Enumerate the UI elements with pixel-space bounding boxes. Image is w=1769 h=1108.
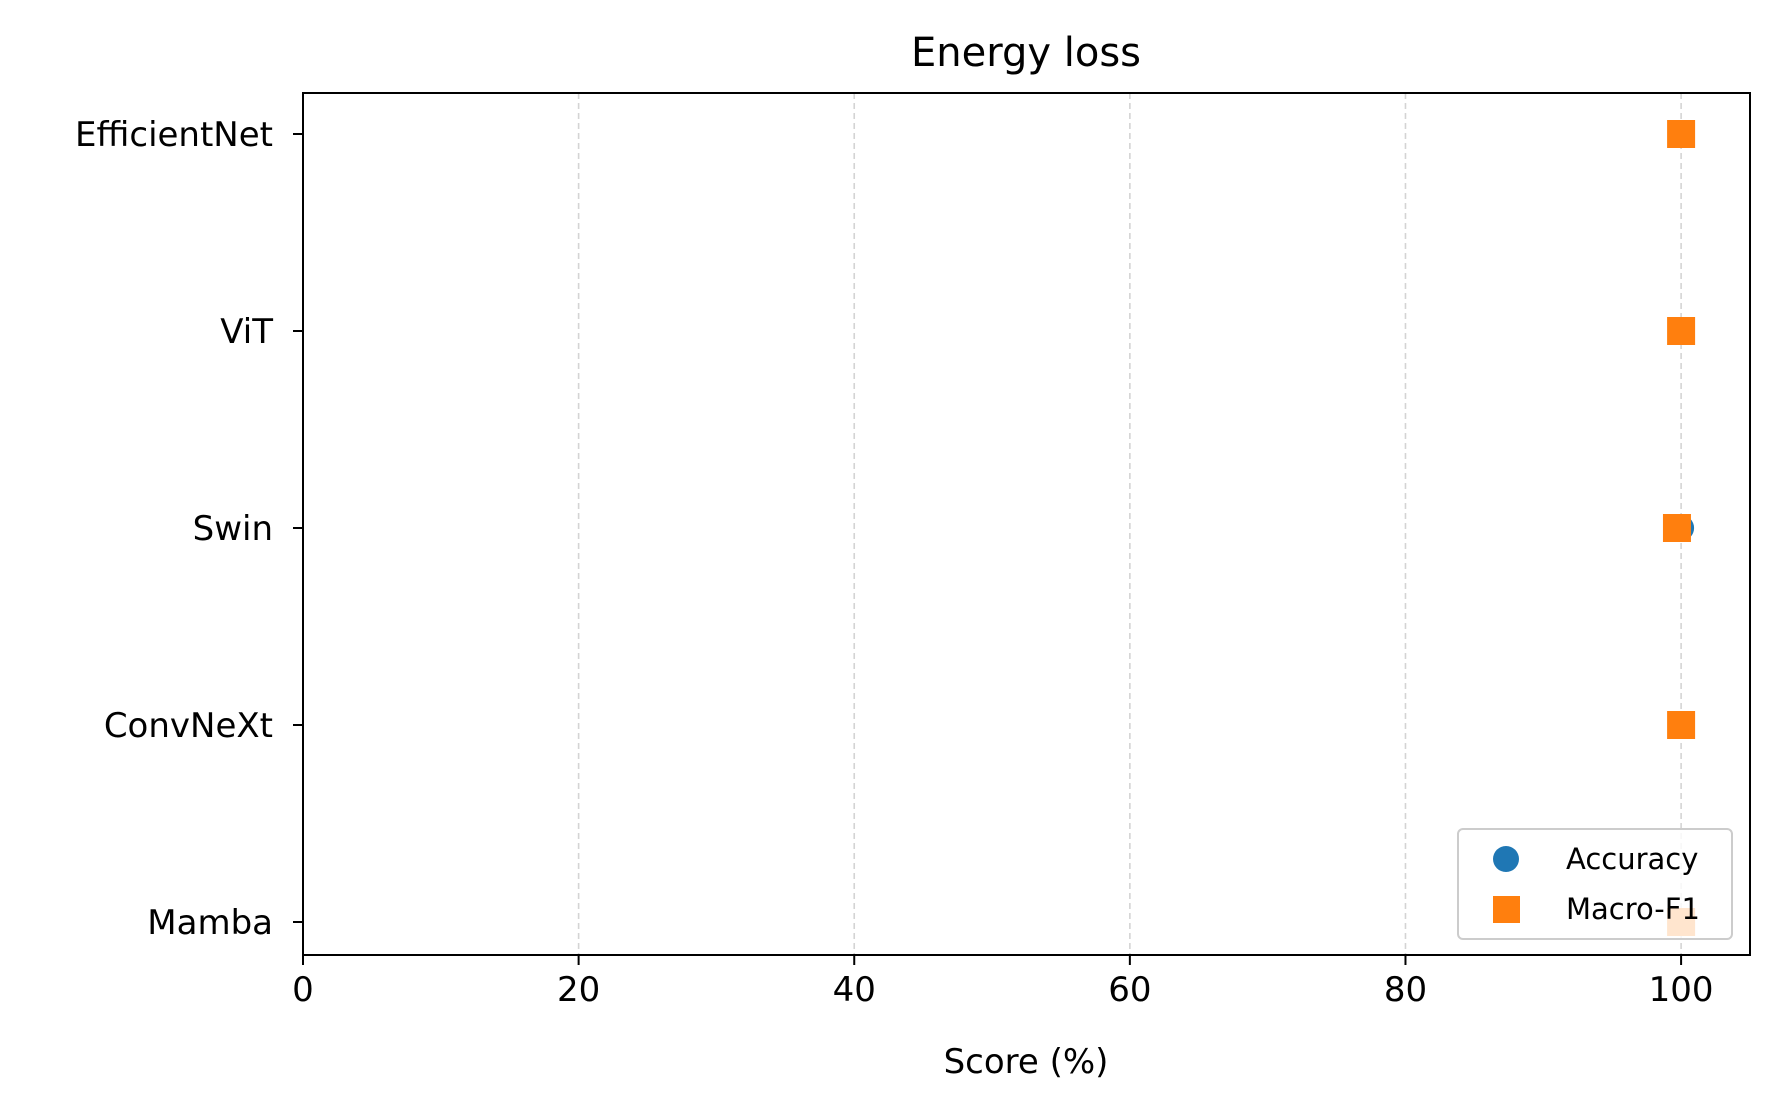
y-tick-label: Swin: [193, 509, 273, 549]
legend-accuracy-label: Accuracy: [1566, 842, 1698, 876]
legend-accuracy-marker: [1493, 846, 1519, 872]
x-tick-label: 100: [1649, 970, 1714, 1010]
y-tick-label: EfficientNet: [75, 115, 273, 155]
y-tick-label: ConvNeXt: [104, 706, 273, 746]
legend: Accuracy Macro-F1: [1457, 828, 1733, 940]
x-axis-label: Score (%): [944, 1042, 1109, 1082]
x-tick-label: 0: [292, 970, 314, 1010]
x-tick-label: 20: [557, 970, 600, 1010]
y-tick-label: ViT: [220, 312, 273, 352]
data-markers: [1662, 120, 1696, 936]
plot-frame: [302, 92, 1751, 956]
y-tick-label: Mamba: [147, 903, 273, 943]
x-tick-label: 60: [1108, 970, 1151, 1010]
legend-macro-f1-marker: [1493, 896, 1520, 923]
x-tick-label: 40: [833, 970, 876, 1010]
macro-f1-point: [1662, 514, 1691, 542]
legend-macro-f1-label: Macro-F1: [1566, 892, 1700, 926]
grid-lines: [577, 93, 1682, 955]
chart-title: Energy loss: [911, 30, 1141, 76]
y-axis-ticks: EfficientNet ViT Swin ConvNeXt Mamba: [75, 115, 303, 943]
macro-f1-point: [1667, 120, 1696, 148]
legend-box: [1457, 828, 1733, 940]
x-axis-ticks: 0 20 40 60 80 100: [292, 955, 1714, 1010]
x-tick-label: 80: [1384, 970, 1427, 1010]
macro-f1-point: [1667, 317, 1696, 345]
macro-f1-point: [1667, 711, 1696, 739]
